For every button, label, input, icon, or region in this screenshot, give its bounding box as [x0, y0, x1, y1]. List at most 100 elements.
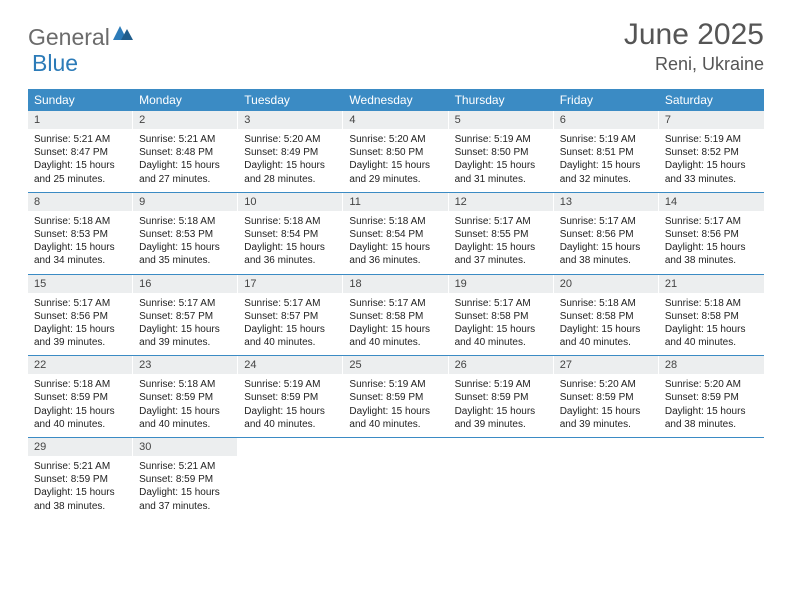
- sunset-line: Sunset: 8:49 PM: [244, 146, 337, 159]
- weekday-header: Monday: [133, 89, 238, 111]
- day-number: 19: [449, 275, 554, 293]
- day-number: 30: [133, 438, 238, 456]
- day-cell: 21 Sunrise: 5:18 AMSunset: 8:58 PMDayligh…: [659, 275, 764, 356]
- day-cell: 28 Sunrise: 5:20 AMSunset: 8:59 PMDayligh…: [659, 356, 764, 437]
- daylight-line: Daylight: 15 hours and 38 minutes.: [560, 241, 653, 267]
- sunset-line: Sunset: 8:48 PM: [139, 146, 232, 159]
- sunset-line: Sunset: 8:59 PM: [34, 391, 127, 404]
- weekday-header: Thursday: [449, 89, 554, 111]
- daylight-line: Daylight: 15 hours and 27 minutes.: [139, 159, 232, 185]
- day-number: 23: [133, 356, 238, 374]
- sunrise-line: Sunrise: 5:17 AM: [349, 297, 442, 310]
- header: General June 2025 Reni, Ukraine: [0, 0, 792, 83]
- daylight-line: Daylight: 15 hours and 38 minutes.: [34, 486, 127, 512]
- daylight-line: Daylight: 15 hours and 29 minutes.: [349, 159, 442, 185]
- sunset-line: Sunset: 8:59 PM: [455, 391, 548, 404]
- day-body: Sunrise: 5:18 AMSunset: 8:59 PMDaylight:…: [28, 374, 133, 431]
- day-number: 6: [554, 111, 659, 129]
- sunrise-line: Sunrise: 5:18 AM: [139, 215, 232, 228]
- daylight-line: Daylight: 15 hours and 40 minutes.: [349, 323, 442, 349]
- daylight-line: Daylight: 15 hours and 40 minutes.: [139, 405, 232, 431]
- day-cell: 18Sunrise: 5:17 AMSunset: 8:58 PMDayligh…: [343, 275, 448, 356]
- day-cell: [343, 438, 448, 519]
- sunset-line: Sunset: 8:58 PM: [349, 310, 442, 323]
- brand-logo: General: [28, 24, 135, 51]
- calendar: Sunday Monday Tuesday Wednesday Thursday…: [28, 89, 764, 519]
- sunrise-line: Sunrise: 5:21 AM: [139, 133, 232, 146]
- day-number: 1: [28, 111, 133, 129]
- day-number: 4: [343, 111, 448, 129]
- sunrise-line: Sunrise: 5:17 AM: [560, 215, 653, 228]
- daylight-line: Daylight: 15 hours and 40 minutes.: [244, 323, 337, 349]
- day-body: Sunrise: 5:21 AMSunset: 8:59 PMDaylight:…: [133, 456, 238, 513]
- week-row: 29Sunrise: 5:21 AMSunset: 8:59 PMDayligh…: [28, 438, 764, 519]
- day-number: 5: [449, 111, 554, 129]
- sunset-line: Sunset: 8:56 PM: [665, 228, 758, 241]
- sunset-line: Sunset: 8:50 PM: [349, 146, 442, 159]
- sunset-line: Sunset: 8:56 PM: [560, 228, 653, 241]
- day-cell: 29Sunrise: 5:21 AMSunset: 8:59 PMDayligh…: [28, 438, 133, 519]
- daylight-line: Daylight: 15 hours and 38 minutes.: [665, 241, 758, 267]
- daylight-line: Daylight: 15 hours and 36 minutes.: [349, 241, 442, 267]
- sunset-line: Sunset: 8:52 PM: [665, 146, 758, 159]
- day-cell: 4Sunrise: 5:20 AMSunset: 8:50 PMDaylight…: [343, 111, 448, 192]
- day-cell: 11Sunrise: 5:18 AMSunset: 8:54 PMDayligh…: [343, 193, 448, 274]
- day-cell: 27Sunrise: 5:20 AMSunset: 8:59 PMDayligh…: [554, 356, 659, 437]
- day-body: Sunrise: 5:20 AMSunset: 8:50 PMDaylight:…: [343, 129, 448, 186]
- day-cell: 6Sunrise: 5:19 AMSunset: 8:51 PMDaylight…: [554, 111, 659, 192]
- day-number: 11: [343, 193, 448, 211]
- sunset-line: Sunset: 8:59 PM: [34, 473, 127, 486]
- day-body: Sunrise: 5:21 AMSunset: 8:59 PMDaylight:…: [28, 456, 133, 513]
- sunrise-line: Sunrise: 5:17 AM: [455, 215, 548, 228]
- sunrise-line: Sunrise: 5:19 AM: [665, 133, 758, 146]
- sunrise-line: Sunrise: 5:18 AM: [244, 215, 337, 228]
- day-body: Sunrise: 5:21 AMSunset: 8:47 PMDaylight:…: [28, 129, 133, 186]
- sunrise-line: Sunrise: 5:20 AM: [349, 133, 442, 146]
- weekday-header: Wednesday: [343, 89, 448, 111]
- day-number: 3: [238, 111, 343, 129]
- day-cell: 3Sunrise: 5:20 AMSunset: 8:49 PMDaylight…: [238, 111, 343, 192]
- sunset-line: Sunset: 8:58 PM: [665, 310, 758, 323]
- sunrise-line: Sunrise: 5:21 AM: [139, 460, 232, 473]
- day-cell: 2Sunrise: 5:21 AMSunset: 8:48 PMDaylight…: [133, 111, 238, 192]
- sunset-line: Sunset: 8:53 PM: [139, 228, 232, 241]
- daylight-line: Daylight: 15 hours and 25 minutes.: [34, 159, 127, 185]
- daylight-line: Daylight: 15 hours and 33 minutes.: [665, 159, 758, 185]
- brand-part1: General: [28, 24, 110, 51]
- day-number: 26: [449, 356, 554, 374]
- day-number: 7: [659, 111, 764, 129]
- day-body: Sunrise: 5:20 AMSunset: 8:49 PMDaylight:…: [238, 129, 343, 186]
- sunset-line: Sunset: 8:59 PM: [665, 391, 758, 404]
- day-body: Sunrise: 5:17 AMSunset: 8:57 PMDaylight:…: [133, 293, 238, 350]
- sunset-line: Sunset: 8:56 PM: [34, 310, 127, 323]
- day-cell: 24Sunrise: 5:19 AMSunset: 8:59 PMDayligh…: [238, 356, 343, 437]
- daylight-line: Daylight: 15 hours and 40 minutes.: [244, 405, 337, 431]
- sunset-line: Sunset: 8:59 PM: [139, 391, 232, 404]
- daylight-line: Daylight: 15 hours and 38 minutes.: [665, 405, 758, 431]
- daylight-line: Daylight: 15 hours and 40 minutes.: [665, 323, 758, 349]
- daylight-line: Daylight: 15 hours and 35 minutes.: [139, 241, 232, 267]
- sunrise-line: Sunrise: 5:19 AM: [244, 378, 337, 391]
- day-cell: 1Sunrise: 5:21 AMSunset: 8:47 PMDaylight…: [28, 111, 133, 192]
- day-cell: 9Sunrise: 5:18 AMSunset: 8:53 PMDaylight…: [133, 193, 238, 274]
- day-number: 12: [449, 193, 554, 211]
- sunrise-line: Sunrise: 5:18 AM: [665, 297, 758, 310]
- day-cell: 10Sunrise: 5:18 AMSunset: 8:54 PMDayligh…: [238, 193, 343, 274]
- day-cell: [238, 438, 343, 519]
- day-cell: 19Sunrise: 5:17 AMSunset: 8:58 PMDayligh…: [449, 275, 554, 356]
- day-body: Sunrise: 5:18 AMSunset: 8:59 PMDaylight:…: [133, 374, 238, 431]
- daylight-line: Daylight: 15 hours and 40 minutes.: [560, 323, 653, 349]
- day-number: 17: [238, 275, 343, 293]
- day-cell: 23Sunrise: 5:18 AMSunset: 8:59 PMDayligh…: [133, 356, 238, 437]
- day-body: Sunrise: 5:17 AMSunset: 8:56 PMDaylight:…: [554, 211, 659, 268]
- sunrise-line: Sunrise: 5:20 AM: [665, 378, 758, 391]
- sunrise-line: Sunrise: 5:21 AM: [34, 133, 127, 146]
- day-body: Sunrise: 5:17 AMSunset: 8:58 PMDaylight:…: [343, 293, 448, 350]
- sunrise-line: Sunrise: 5:17 AM: [139, 297, 232, 310]
- weekday-header-row: Sunday Monday Tuesday Wednesday Thursday…: [28, 89, 764, 111]
- sunrise-line: Sunrise: 5:17 AM: [665, 215, 758, 228]
- day-number: 28: [659, 356, 764, 374]
- day-number: 22: [28, 356, 133, 374]
- day-number: 21: [659, 275, 764, 293]
- daylight-line: Daylight: 15 hours and 34 minutes.: [34, 241, 127, 267]
